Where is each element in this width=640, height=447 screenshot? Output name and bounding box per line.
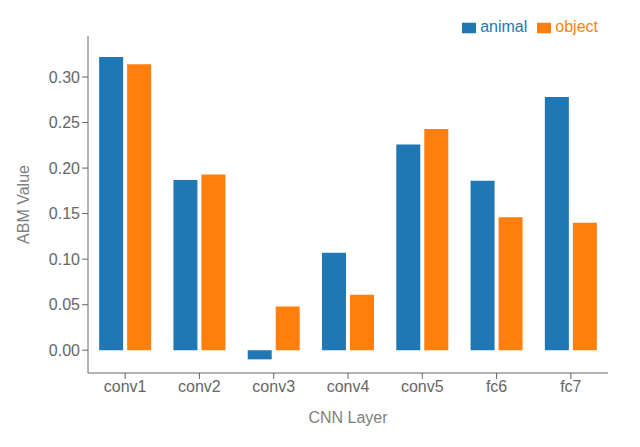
svg-text:conv3: conv3: [252, 378, 295, 395]
svg-text:fc6: fc6: [486, 378, 507, 395]
svg-text:ABM Value: ABM Value: [15, 165, 32, 244]
svg-text:0.30: 0.30: [49, 69, 80, 86]
svg-text:CNN Layer: CNN Layer: [308, 409, 388, 426]
svg-text:conv4: conv4: [327, 378, 370, 395]
svg-text:0.05: 0.05: [49, 296, 80, 313]
svg-text:conv2: conv2: [178, 378, 221, 395]
svg-text:conv5: conv5: [401, 378, 444, 395]
svg-text:0.15: 0.15: [49, 205, 80, 222]
html-text:animal: animal: [480, 18, 528, 35]
html-text:object: object: [555, 18, 598, 35]
svg-text:0.10: 0.10: [49, 251, 80, 268]
svg-text:0.20: 0.20: [49, 160, 80, 177]
svg-text:0.00: 0.00: [49, 342, 80, 359]
svg-text:fc7: fc7: [560, 378, 581, 395]
svg-text:conv1: conv1: [104, 378, 147, 395]
svg-text:0.25: 0.25: [49, 114, 80, 131]
